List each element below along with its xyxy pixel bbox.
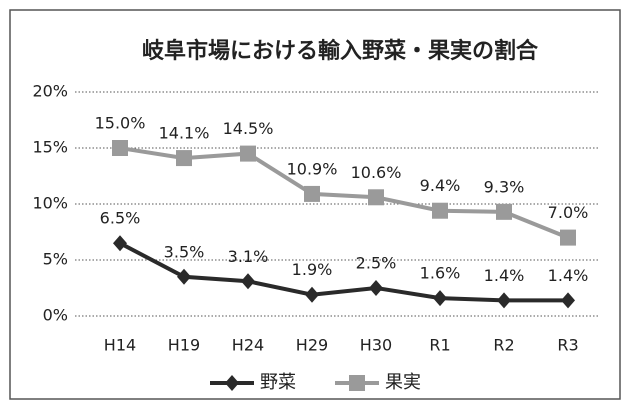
y-tick-label: 20% xyxy=(32,82,68,101)
x-tick-label: R1 xyxy=(429,336,450,355)
data-label: 14.5% xyxy=(223,119,274,138)
legend-marker xyxy=(225,375,239,391)
data-point xyxy=(240,145,256,162)
data-point xyxy=(304,185,320,202)
x-tick-label: R2 xyxy=(493,336,514,355)
chart-frame xyxy=(9,9,621,400)
data-point xyxy=(241,273,255,290)
series-line xyxy=(119,241,568,303)
y-tick-label: 10% xyxy=(32,194,68,213)
series-line xyxy=(119,146,569,240)
legend-marker xyxy=(349,375,365,391)
data-point xyxy=(432,202,448,219)
data-point xyxy=(497,292,511,309)
data-label: 2.5% xyxy=(356,254,397,273)
data-label: 3.5% xyxy=(164,242,205,261)
data-point xyxy=(561,292,575,309)
y-tick-label: 0% xyxy=(43,306,68,325)
data-point xyxy=(560,229,576,246)
data-label: 9.4% xyxy=(420,176,461,195)
x-tick-label: H30 xyxy=(360,336,392,355)
data-point xyxy=(113,235,127,252)
data-label: 7.0% xyxy=(548,203,589,222)
data-label: 1.4% xyxy=(484,266,525,285)
data-label: 6.5% xyxy=(100,209,141,228)
data-point xyxy=(496,203,512,220)
chart-title: 岐阜市場における輸入野菜・果実の割合 xyxy=(142,38,539,64)
legend-label: 果実 xyxy=(385,372,421,393)
data-label: 1.9% xyxy=(292,260,333,279)
data-label: 1.6% xyxy=(420,264,461,283)
data-point xyxy=(176,150,192,167)
legend-label: 野菜 xyxy=(260,372,296,393)
x-tick-label: H19 xyxy=(168,336,200,355)
data-point xyxy=(433,290,447,307)
x-tick-label: R3 xyxy=(557,336,578,355)
data-label: 9.3% xyxy=(484,177,525,196)
data-label: 14.1% xyxy=(159,124,210,143)
data-label: 15.0% xyxy=(95,114,146,133)
data-label: 3.1% xyxy=(228,247,269,266)
data-point xyxy=(177,268,191,285)
data-point xyxy=(369,280,383,296)
data-point xyxy=(368,189,384,206)
data-label: 10.6% xyxy=(351,163,402,182)
y-tick-label: 15% xyxy=(32,138,68,157)
data-point xyxy=(112,140,128,156)
data-label: 1.4% xyxy=(548,266,589,285)
x-tick-label: H14 xyxy=(104,336,136,355)
x-tick-label: H29 xyxy=(296,336,328,355)
y-tick-label: 5% xyxy=(43,250,68,269)
data-point xyxy=(305,286,319,303)
data-label: 10.9% xyxy=(287,159,338,178)
x-tick-label: H24 xyxy=(232,336,264,355)
